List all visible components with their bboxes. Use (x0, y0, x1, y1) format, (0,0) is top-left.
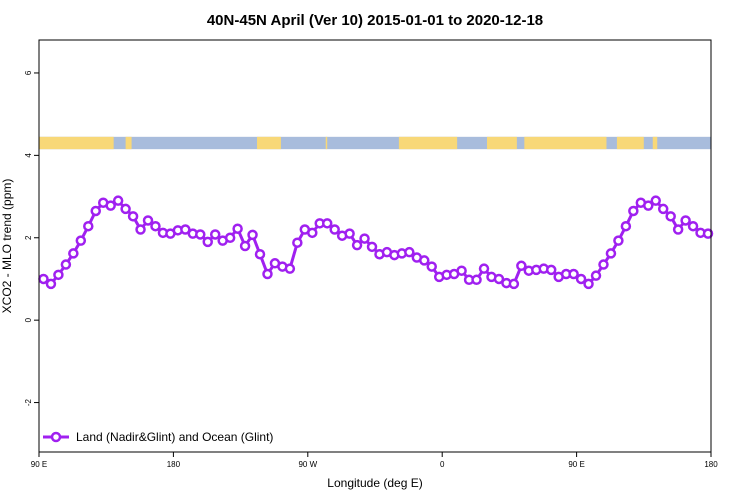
data-point (344, 228, 355, 239)
data-point (127, 211, 139, 222)
data-point (613, 235, 624, 246)
land-strip-segment (325, 136, 328, 150)
data-point (105, 200, 116, 211)
y-tick-label: 2 (24, 235, 33, 240)
data-point (284, 263, 296, 274)
data-point (598, 259, 609, 270)
data-point (83, 220, 94, 232)
x-tick-label: 180 (167, 460, 181, 469)
data-point (180, 224, 191, 235)
data-point (68, 248, 79, 259)
data-point (516, 260, 527, 272)
data-point (643, 200, 654, 211)
land-strip-segment (616, 136, 644, 150)
data-point (650, 195, 661, 206)
data-point (590, 270, 602, 281)
data-point (628, 205, 639, 217)
data-point (307, 227, 318, 239)
y-tick-label: 4 (24, 153, 33, 158)
data-point (150, 220, 161, 232)
y-tick-label: -2 (24, 398, 33, 406)
y-tick-label: 6 (24, 70, 33, 75)
data-point (112, 195, 124, 206)
data-point (583, 278, 594, 290)
data-point (262, 268, 273, 280)
land-strip-segment (524, 136, 607, 150)
x-tick-label: 90 E (31, 460, 47, 469)
y-axis-ticks: -2 0 2 4 6 (24, 70, 39, 406)
data-point (209, 229, 221, 240)
data-point (687, 220, 699, 232)
land-strip-segment (125, 136, 132, 150)
data-point (45, 278, 57, 290)
land-strip-segment (398, 136, 458, 150)
data-point (53, 269, 64, 281)
plot-area (38, 136, 714, 290)
data-point (404, 246, 415, 258)
x-tick-label: 90 E (568, 460, 584, 469)
land-strip-segment (652, 136, 658, 150)
data-point (456, 265, 467, 276)
data-point (224, 232, 236, 244)
data-point (508, 278, 520, 290)
land-strip-segment (39, 136, 114, 150)
data-point (90, 205, 101, 217)
data-point (568, 268, 579, 280)
data-point (471, 274, 482, 286)
data-point (493, 273, 505, 285)
y-tick-label: 0 (24, 317, 33, 322)
data-point (366, 241, 378, 253)
chart-title: 40N-45N April (Ver 10) 2015-01-01 to 202… (207, 12, 543, 29)
data-point (142, 215, 154, 226)
data-point (672, 224, 684, 235)
x-tick-label: 0 (440, 460, 445, 469)
data-point (254, 248, 266, 260)
data-point (545, 264, 557, 276)
data-point (680, 215, 691, 226)
data-point (605, 248, 617, 259)
legend: Land (Nadir&Glint) and Ocean (Glint) (43, 430, 273, 444)
plot-frame (38, 39, 712, 453)
ocean-strip (39, 136, 711, 150)
data-point (195, 229, 206, 240)
data-point (419, 255, 430, 266)
data-point (247, 229, 258, 241)
data-point (120, 203, 131, 215)
data-point (135, 224, 146, 235)
x-tick-label: 180 (704, 460, 718, 469)
data-point (657, 203, 669, 215)
land-strip-segment (257, 136, 281, 150)
series-line (42, 198, 709, 286)
data-point (75, 235, 87, 246)
data-point (60, 259, 72, 270)
data-point (478, 263, 490, 274)
data-point (351, 239, 363, 251)
data-point (292, 237, 303, 248)
x-axis-label: Longitude (deg E) (327, 476, 422, 490)
x-tick-label: 90 W (298, 460, 317, 469)
land-strip-segment (487, 136, 517, 150)
data-point (426, 261, 437, 272)
legend-marker-swatch (50, 431, 62, 443)
data-point (359, 233, 370, 244)
data-point (239, 240, 251, 252)
data-point (329, 224, 340, 235)
data-point (702, 228, 714, 239)
x-axis-ticks: 90 E 180 90 W 0 90 E 180 (31, 452, 718, 469)
data-point (665, 211, 676, 222)
legend-entry-label: Land (Nadir&Glint) and Ocean (Glint) (76, 430, 273, 444)
data-point (321, 218, 333, 229)
data-point (620, 220, 632, 232)
data-point (575, 273, 587, 285)
data-point (202, 236, 213, 248)
data-point (232, 223, 243, 234)
y-axis-label: XCO2 - MLO trend (ppm) (0, 179, 14, 314)
